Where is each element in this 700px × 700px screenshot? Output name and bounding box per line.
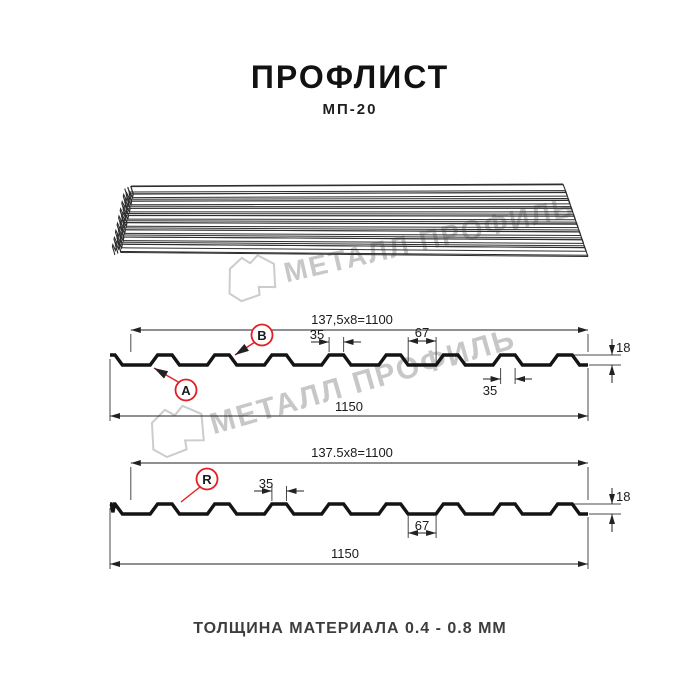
sheet-3d-line <box>120 252 589 257</box>
dim-rib-bottom-label: 35 <box>483 383 497 398</box>
sheet-3d-line <box>129 192 566 195</box>
sheet-3d-line <box>130 183 564 187</box>
sheet-3d-view <box>111 183 589 257</box>
sheet-3d-line <box>130 184 564 188</box>
label-a-callout: A <box>153 367 198 402</box>
label-r-text: R <box>202 472 212 487</box>
dim-rib-top-label: 35 <box>259 476 273 491</box>
sheet-3d-line <box>121 247 587 252</box>
sheet-3d-line <box>127 218 576 221</box>
dim-gap-label: 67 <box>415 325 429 340</box>
sheet-3d-line <box>130 203 571 206</box>
sheet-3d-line <box>124 213 574 215</box>
sheet-3d-line <box>111 188 128 256</box>
profile-outline-top <box>110 353 588 367</box>
sheet-3d-line <box>121 229 580 233</box>
material-thickness-note: ТОЛЩИНА МАТЕРИАЛА 0.4 - 0.8 ММ <box>193 620 507 637</box>
dimension-lines <box>110 327 615 419</box>
sheet-3d-line <box>123 222 577 225</box>
sheet-3d-line <box>126 225 579 229</box>
cross-section-bottom: 137.5x8=1100 35 67 18 1150 R <box>109 445 630 569</box>
page-subtitle: МП-20 <box>323 101 378 118</box>
label-r-circle <box>195 467 219 491</box>
sheet-3d-line <box>123 220 577 223</box>
dim-width-label: 1150 <box>335 399 363 414</box>
label-a-text: A <box>181 383 191 398</box>
cross-section-top: 137,5x8=1100 35 67 18 35 1150 A B <box>109 312 630 421</box>
profile-outline-bottom <box>109 502 588 516</box>
dim-module-label: 137,5x8=1100 <box>311 312 393 327</box>
dim-width-label: 1150 <box>331 546 359 561</box>
label-a-circle <box>174 378 198 402</box>
sheet-3d-line <box>124 232 581 236</box>
dim-rib-top-label: 35 <box>310 327 324 342</box>
sheet-3d-line <box>128 198 568 200</box>
sheet-3d-line <box>119 236 583 241</box>
sheet-3d-line <box>127 200 569 202</box>
sheet-3d-line <box>120 251 588 256</box>
sheet-3d-line <box>132 195 568 199</box>
sheet-3d-line <box>121 227 579 231</box>
sheet-3d-line <box>129 190 566 193</box>
sheet-3d-line <box>123 240 584 244</box>
sheet-3d-line <box>118 241 585 247</box>
dim-gap-label: 67 <box>415 518 429 533</box>
page-title: ПРОФЛИСТ <box>251 59 449 95</box>
label-b-circle <box>250 323 274 347</box>
dimension-lines <box>110 460 615 567</box>
dim-height-label: 18 <box>616 340 630 355</box>
metal-profil-logo-icon <box>228 254 277 303</box>
sheet-3d-line <box>120 234 582 239</box>
sheet-3d-line <box>118 243 585 249</box>
label-r-callout: R <box>180 467 219 503</box>
dim-module-label: 137.5x8=1100 <box>311 445 393 460</box>
dim-height-label: 18 <box>616 489 630 504</box>
sheet-3d-line <box>124 214 575 217</box>
label-b-callout: B <box>234 323 274 356</box>
label-b-text: B <box>257 328 266 343</box>
